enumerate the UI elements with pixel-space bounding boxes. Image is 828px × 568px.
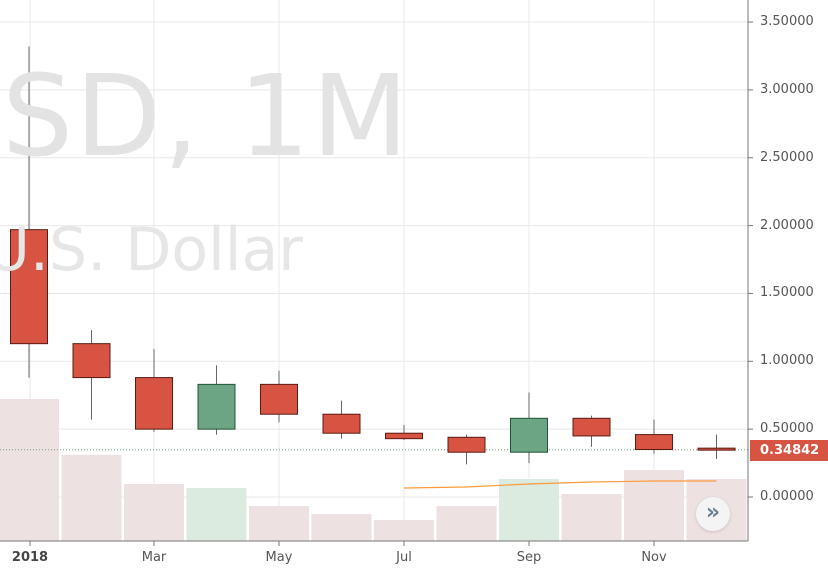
volume-ma-line [403,480,717,489]
candle-body [10,229,48,345]
volume-bar [0,399,59,541]
price-tick-label: 2.50000 [760,149,814,165]
time-tick-label: Nov [641,550,667,565]
price-tick-label: 1.00000 [760,353,814,369]
volume-bar [311,514,372,541]
candle-body [697,447,736,451]
candle-body [197,383,236,430]
watermark-symbol: SD, 1M [2,52,411,182]
candle-body [510,417,548,453]
time-tick-label: May [265,550,293,565]
price-tick-label: 0.00000 [760,489,814,504]
double-chevron-right-icon: » [705,500,721,525]
time-tick-label: Jul [396,550,412,565]
candle-body [572,417,611,437]
time-tick-label: 2018 [11,550,49,565]
volume-bar [186,488,247,541]
price-tick-label: 1.50000 [760,285,814,301]
scroll-to-realtime-button[interactable]: » [696,497,730,531]
volume-bar [374,520,434,541]
candle-body [385,432,423,440]
price-tick-label: 3.00000 [760,81,814,97]
volume-bar [499,479,559,541]
watermark-description: U.S. Dollar [0,215,303,285]
volume-bar [436,506,497,541]
volume-bar [249,506,309,541]
last-price-label: 0.34842 [750,439,828,461]
time-tick-label: Mar [141,550,167,565]
volume-bar [124,484,184,541]
candle-body [447,436,486,453]
candle-body [135,377,173,430]
price-tick-label: 3.50000 [760,14,814,30]
volume-bar [561,494,622,541]
volume-bar [61,455,122,541]
candle-body [635,434,673,451]
price-tick-label: 0.50000 [760,421,814,437]
candle-body [72,343,111,379]
price-tick-label: 2.00000 [760,217,814,233]
candle-body [322,413,361,434]
candle-body [260,383,298,415]
time-tick-label: Sep [516,550,542,565]
